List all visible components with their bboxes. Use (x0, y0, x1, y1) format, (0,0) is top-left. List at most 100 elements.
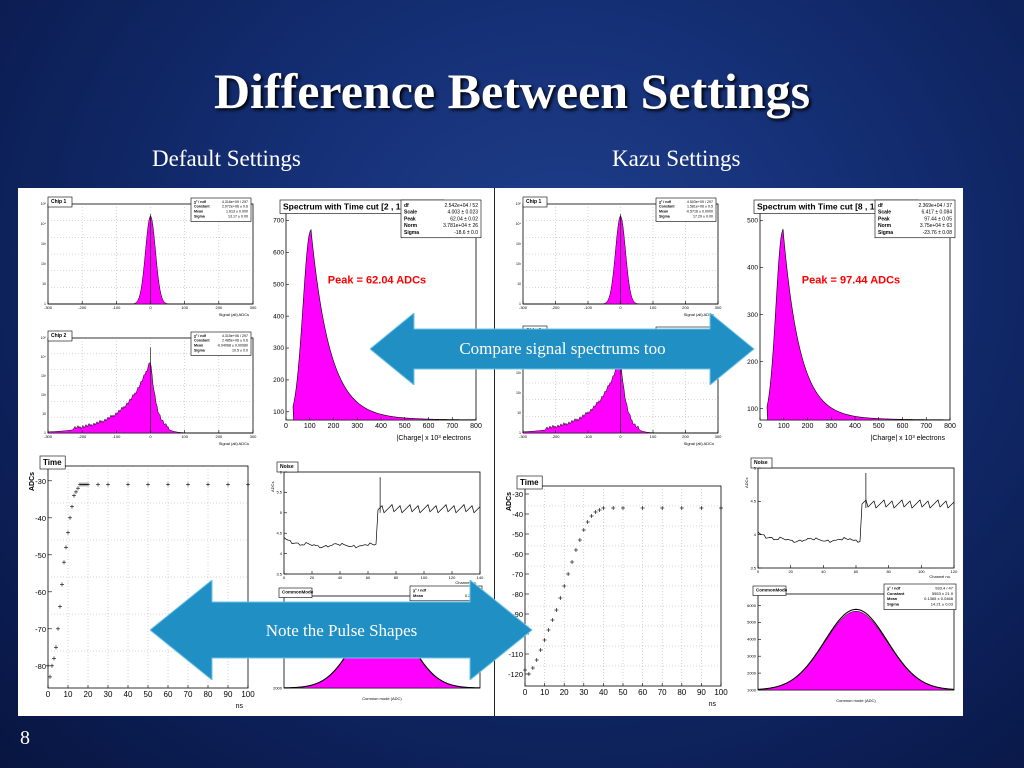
x-tick-label: 700 (920, 423, 932, 430)
y-tick-label: -60 (512, 550, 523, 559)
stats-key: χ² / ndf (194, 200, 207, 204)
y-tick-label: 10³ (516, 242, 522, 246)
plot-title-box (276, 461, 299, 473)
stats-key: df (878, 203, 883, 209)
x-tick-label: 10 (540, 688, 549, 697)
x-tick-label: 30 (104, 690, 113, 699)
x-tick-label: 800 (944, 423, 956, 430)
right-noise-title: Noise (754, 460, 768, 466)
stats-key: Sigma (194, 214, 206, 218)
plot-title-box (750, 457, 773, 469)
left-common-title: CommonMode (282, 590, 314, 595)
left-spectrum-annotation: Peak = 62.04 ADCs (328, 275, 426, 287)
y-tick-label: 4 (754, 532, 757, 537)
left-spectrum-stats (400, 199, 482, 239)
right-spectrum-histogram (766, 228, 951, 421)
x-tick-label: -200 (78, 305, 87, 310)
pulse-callout-text: Note the Pulse Shapes (265, 621, 418, 640)
x-tick-label: 500 (399, 423, 411, 430)
left-noise-ylabel: ADCs (270, 482, 275, 492)
x-tick-label: 10 (64, 690, 73, 699)
y-tick-label: -70 (35, 625, 46, 634)
y-tick-label: 10⁵ (41, 336, 47, 340)
y-tick-label: 10⁵ (41, 202, 47, 206)
stats-value: 4.003 ± 0.023 (447, 210, 478, 216)
y-tick-label: 600 (273, 250, 284, 257)
stats-key: Mean (194, 344, 203, 348)
left-time-title: Time (43, 458, 62, 467)
y-tick-label: 5 (754, 465, 757, 470)
left-spectrum-title: Spectrum with Time cut [2 , 12] (283, 202, 408, 212)
x-tick-label: 700 (446, 423, 458, 430)
y-tick-label: 700 (273, 218, 284, 225)
x-tick-label: 100 (650, 305, 657, 310)
right-time-ylabel: ADCs (506, 492, 513, 511)
x-tick-label: 20 (310, 575, 315, 580)
stats-value: 17.29 ± 0.00 (693, 214, 713, 218)
y-tick-label: 10⁴ (41, 355, 47, 359)
x-tick-label: -100 (112, 305, 121, 310)
x-tick-label: 100 (714, 688, 728, 697)
y-tick-label: 100 (747, 406, 758, 413)
y-tick-label: -90 (512, 610, 523, 619)
y-tick-label: 4000 (747, 637, 757, 642)
x-tick-label: -100 (584, 305, 593, 310)
stats-value: -0.04068 ± 0.00080 (217, 344, 248, 348)
x-tick-label: 60 (164, 690, 173, 699)
x-tick-label: 140 (477, 575, 484, 580)
stats-value: 14.21 ± 0.03 (931, 602, 954, 607)
x-tick-label: 120 (951, 569, 958, 574)
plot-title-box (516, 475, 543, 490)
x-tick-label: 120 (449, 575, 456, 580)
y-tick-label: 10⁵ (516, 202, 522, 206)
left-chip2-stats (190, 331, 252, 356)
x-tick-label: 200 (328, 423, 340, 430)
y-tick-label: 400 (747, 265, 758, 272)
y-tick-label: 1 (519, 302, 521, 306)
x-tick-label: 0 (46, 690, 51, 699)
stats-value: 4.316e+09 / 297 (222, 200, 248, 204)
y-tick-label: -30 (35, 477, 46, 486)
x-tick-label: 90 (697, 688, 706, 697)
x-tick-label: 300 (715, 305, 722, 310)
stats-value: 2.369e+04 / 37 (918, 203, 952, 209)
x-tick-label: 60 (366, 575, 371, 580)
y-tick-label: 300 (273, 345, 284, 352)
y-tick-label: 10 (42, 412, 46, 416)
y-tick-label: 200 (273, 377, 284, 384)
x-tick-label: 100 (650, 434, 657, 439)
x-tick-label: 40 (821, 569, 826, 574)
y-tick-label: 4.5 (276, 531, 282, 536)
x-tick-label: 200 (215, 305, 222, 310)
right-time-title: Time (520, 478, 539, 487)
y-tick-label: 10² (516, 391, 522, 395)
x-tick-label: 40 (124, 690, 133, 699)
x-tick-label: 0 (149, 305, 152, 310)
right-spectrum-annotation: Peak = 97.44 ADCs (802, 275, 900, 287)
left-time-ylabel: ADCs (29, 472, 36, 491)
y-tick-label: 10 (42, 282, 46, 286)
x-tick-label: 800 (470, 423, 482, 430)
right-common-title: CommonMode (756, 588, 788, 593)
y-tick-label: 10³ (516, 371, 522, 375)
stats-key: Scale (404, 210, 417, 216)
y-tick-label: 10 (517, 282, 521, 286)
right-time-xlabel: ns (709, 701, 717, 708)
x-tick-label: 600 (897, 423, 909, 430)
right-chip1-stats (655, 197, 717, 222)
stats-key: Constant (194, 339, 210, 343)
stats-key: Constant (887, 591, 905, 596)
y-tick-label: -50 (35, 551, 46, 560)
y-tick-label: 1 (44, 302, 46, 306)
left-spectrum-histogram (292, 228, 477, 421)
left-chip2-title: Chip 2 (51, 333, 66, 339)
compare-arrow (370, 313, 755, 385)
right-noise-ylabel: ADCs (744, 478, 749, 488)
x-tick-label: 400 (375, 423, 387, 430)
x-tick-label: 40 (338, 575, 343, 580)
y-tick-label: -110 (509, 650, 523, 659)
y-tick-label: 6 (280, 469, 283, 474)
stats-key: χ² / ndf (659, 200, 672, 204)
y-tick-label: 6000 (747, 603, 757, 608)
stats-key: Constant (194, 205, 210, 209)
